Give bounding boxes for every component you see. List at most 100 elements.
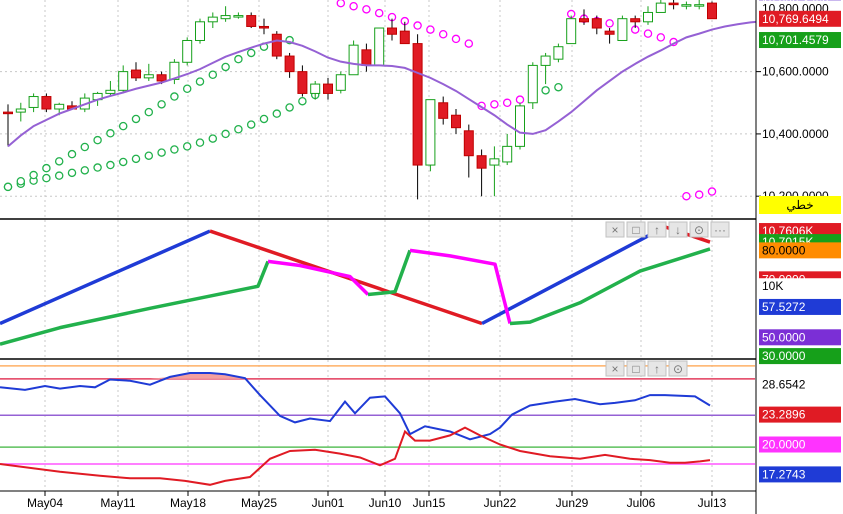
time-tick-label: Jun22: [484, 496, 517, 510]
sar-dot: [195, 138, 205, 147]
sar-dot: [502, 98, 512, 108]
maximize-icon[interactable]: □: [626, 360, 646, 377]
candle-body: [579, 18, 589, 23]
sar-dot: [374, 8, 384, 18]
sar-dot: [464, 39, 474, 48]
price-tick-label: 10,600.0000: [762, 65, 829, 79]
pane-separators: [0, 218, 843, 492]
sar-dot: [54, 157, 64, 166]
oscillator-price-tag: 30.0000: [759, 348, 841, 365]
label-button-background[interactable]: [759, 196, 841, 214]
arrow-up-icon[interactable]: ↑: [647, 360, 667, 377]
candle-body: [54, 103, 65, 110]
price-tag-background: [759, 278, 841, 295]
candle-body: [681, 4, 692, 7]
sar-dot: [80, 142, 90, 152]
candle-body: [399, 30, 410, 45]
indicator-line-segment: [367, 249, 412, 297]
sar-dot: [515, 95, 525, 104]
sar-dot: [67, 168, 77, 178]
sar-dot: [42, 173, 51, 183]
indicator-price-tag: 57.5272: [759, 298, 841, 315]
sar-dot: [221, 62, 230, 72]
maximize-icon-frame[interactable]: [626, 360, 646, 377]
sar-dot: [707, 187, 717, 196]
sar-dot: [144, 151, 154, 160]
sar-dot: [234, 54, 243, 64]
language-label-button[interactable]: خطي: [759, 196, 841, 214]
time-tick-label: May25: [241, 496, 277, 510]
sar-dot: [67, 149, 77, 159]
more-icon-frame[interactable]: [710, 221, 730, 238]
candle-body: [259, 25, 269, 29]
close-icon-frame[interactable]: [605, 221, 625, 238]
candle-body: [617, 18, 628, 41]
more-icon-glyph: ···: [714, 223, 726, 237]
sar-dot: [118, 121, 128, 131]
arrow-up-icon-frame[interactable]: [647, 360, 667, 377]
time-tick-label: Jun10: [369, 496, 402, 510]
indicator-pane: [0, 225, 711, 346]
candle-body: [361, 49, 372, 66]
arrow-up-icon-frame[interactable]: [647, 221, 667, 238]
sar-dot: [234, 124, 243, 134]
price-tag-background: [759, 10, 841, 27]
candle-body: [220, 15, 231, 20]
price-tag: 10,701.4579: [759, 32, 841, 49]
close-icon-frame[interactable]: [605, 360, 625, 377]
settings-icon[interactable]: ⊙: [668, 360, 688, 377]
sar-dot: [362, 5, 371, 14]
settings-icon-frame[interactable]: [689, 221, 709, 238]
candle-body: [105, 89, 116, 94]
label-button-text[interactable]: خطي: [786, 198, 813, 212]
candle-body: [643, 11, 653, 23]
time-axis: May04 May11 May18 May25 Jun01 Jun10 Jun15 Jun22…: [27, 491, 727, 510]
oscillator-pane: [0, 365, 755, 486]
price-tag-label: 17.2743: [762, 467, 806, 481]
sar-dot: [208, 134, 218, 143]
candle-body: [527, 64, 538, 104]
settings-icon-frame[interactable]: [668, 360, 688, 377]
candle-body: [284, 55, 295, 73]
time-tick-label: May18: [170, 496, 206, 510]
candle-body: [668, 2, 679, 6]
close-icon[interactable]: ×: [605, 360, 625, 377]
price-tag-background: [759, 376, 841, 393]
price-axis: 10,600.000010,400.000010,200.000010,800.…: [605, 0, 843, 514]
sar-dot: [144, 107, 154, 117]
arrow-down-icon[interactable]: ↓: [668, 221, 688, 238]
arrow-down-icon-frame[interactable]: [668, 221, 688, 238]
indicator-line-segment: [0, 260, 270, 346]
sar-dot: [118, 157, 128, 167]
oscillator-price-tag: 20.0000: [759, 436, 841, 453]
maximize-icon-frame[interactable]: [626, 221, 646, 238]
maximize-icon[interactable]: □: [626, 221, 646, 238]
price-tag-label: 10K: [762, 279, 783, 293]
sar-dot: [298, 96, 307, 106]
sar-dot: [221, 129, 230, 139]
indicator-price-tag: 80.0000: [759, 242, 841, 259]
oscillator-price-tag: 23.2896: [759, 406, 841, 423]
close-icon[interactable]: ×: [605, 221, 625, 238]
more-icon[interactable]: ···: [710, 221, 730, 238]
arrow-up-icon-glyph: ↑: [654, 362, 660, 376]
price-tag: 10,769.6494: [759, 10, 841, 27]
arrow-up-icon[interactable]: ↑: [647, 221, 667, 238]
indicator-price-tag: 50.0000: [759, 329, 841, 346]
sar-dot: [413, 21, 422, 30]
sar-dot: [106, 160, 115, 170]
indicator-line-segment: [509, 247, 711, 326]
oscillator-series-line: [0, 426, 711, 486]
sar-dot: [131, 154, 141, 164]
candle-body: [310, 83, 321, 94]
sar-dot: [554, 82, 563, 92]
sar-dot: [426, 25, 435, 34]
settings-icon[interactable]: ⊙: [689, 221, 709, 238]
maximize-icon-glyph: □: [632, 223, 639, 237]
sar-dot: [349, 1, 358, 11]
candle-body: [143, 74, 154, 79]
candle-body: [15, 108, 26, 113]
sar-dot: [208, 70, 218, 79]
close-icon-glyph: ×: [611, 362, 618, 376]
